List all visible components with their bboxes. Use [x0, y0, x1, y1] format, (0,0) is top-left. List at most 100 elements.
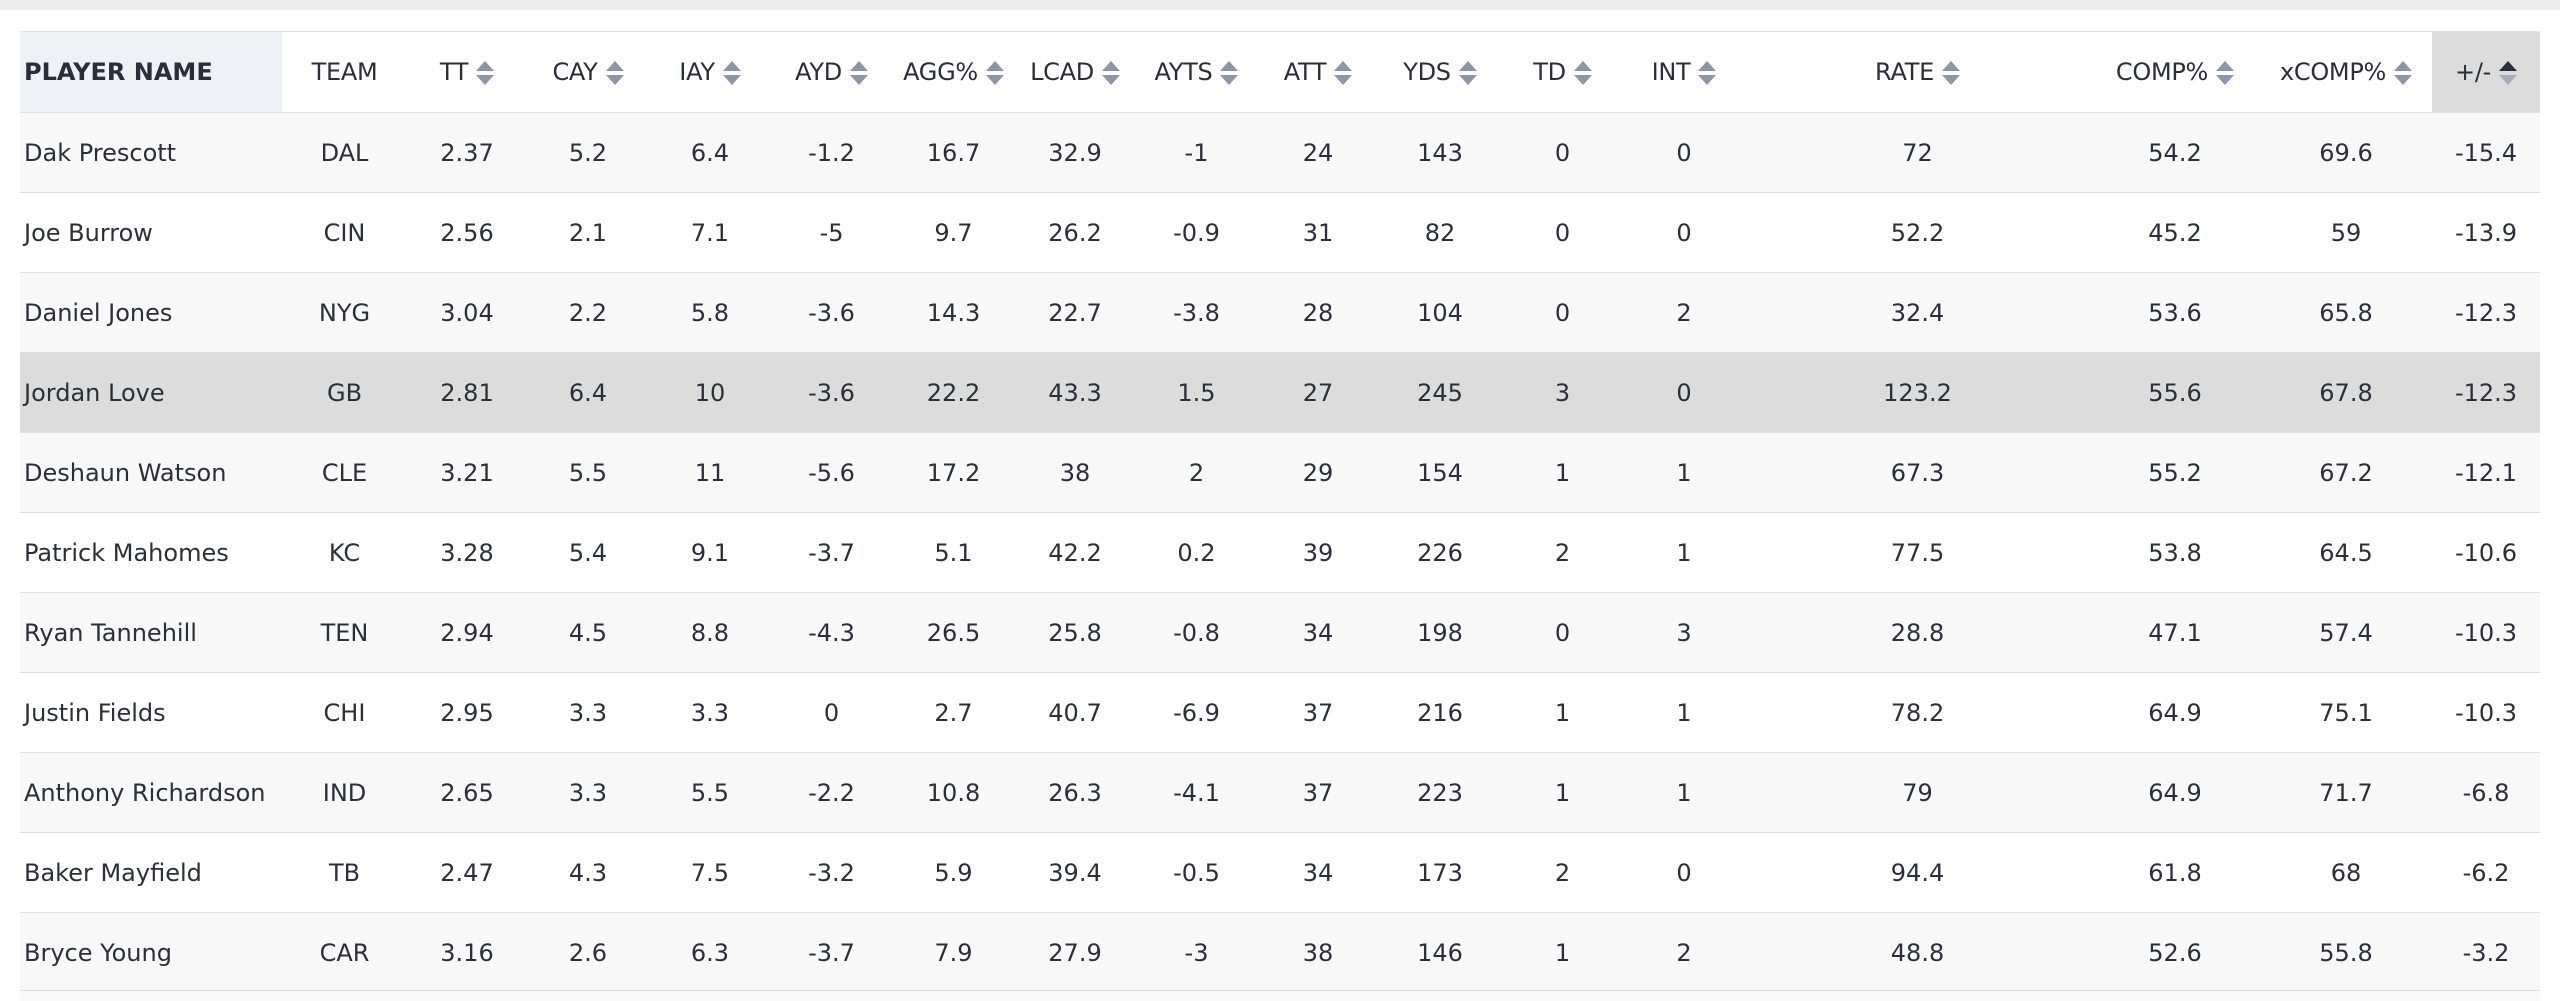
- cell-yds: 198: [1378, 592, 1502, 673]
- sort-ascending-arrow-icon: [1101, 61, 1120, 71]
- top-bar: [0, 0, 2560, 10]
- column-header-agg-pct[interactable]: AGG%: [892, 31, 1015, 113]
- cell-team: CIN: [282, 192, 407, 273]
- column-header-td[interactable]: TD: [1502, 31, 1623, 113]
- sort-icon[interactable]: [1698, 61, 1717, 85]
- cell-comp-pct: 53.6: [2090, 272, 2260, 353]
- cell-td: 2: [1502, 512, 1623, 593]
- cell-yds: 154: [1378, 432, 1502, 513]
- sort-icon[interactable]: [2216, 61, 2235, 85]
- table-row[interactable]: Jordan Love GB 2.81 6.4 10 -3.6 22.2 43.3 1.5 27 2…: [20, 352, 2540, 433]
- cell-tt: 2.47: [407, 832, 527, 913]
- table-row[interactable]: Daniel Jones NYG 3.04 2.2 5.8 -3.6 14.3 22.7 -3.…: [20, 272, 2540, 353]
- column-label: AGG%: [903, 58, 978, 86]
- cell-td: 0: [1502, 192, 1623, 273]
- table-row[interactable]: Bryce Young CAR 3.16 2.6 6.3 -3.7 7.9 27.9 -3 38 1…: [20, 912, 2540, 992]
- column-header-comp-pct[interactable]: COMP%: [2090, 31, 2260, 113]
- cell-rate: 67.3: [1745, 432, 2090, 513]
- sort-icon[interactable]: [1101, 61, 1120, 85]
- cell-int: 1: [1623, 432, 1745, 513]
- cell-att: 37: [1258, 672, 1378, 753]
- table-row[interactable]: Deshaun Watson CLE 3.21 5.5 11 -5.6 17.2 38 2 29 1…: [20, 432, 2540, 513]
- sort-descending-arrow-icon: [605, 75, 624, 85]
- sort-icon[interactable]: [2394, 61, 2413, 85]
- column-header-tt[interactable]: TT: [407, 31, 527, 113]
- stats-table-container: PLAYER NAME TEAM TT CAY IAY AYD AGG% LCAD AYTS AT…: [20, 31, 2540, 992]
- table-row[interactable]: Patrick Mahomes KC 3.28 5.4 9.1 -3.7 5.1 42.2 0.…: [20, 512, 2540, 593]
- cell-rate: 52.2: [1745, 192, 2090, 273]
- cell-comp-pct: 64.9: [2090, 752, 2260, 833]
- cell-tt: 2.95: [407, 672, 527, 753]
- sort-icon[interactable]: [1334, 61, 1353, 85]
- cell-lcad: 26.3: [1015, 752, 1135, 833]
- cell-yds: 226: [1378, 512, 1502, 593]
- cell-team: TEN: [282, 592, 407, 673]
- cell-comp-pct: 64.9: [2090, 672, 2260, 753]
- table-row[interactable]: Anthony Richardson IND 2.65 3.3 5.5 -2.2 10.8 2…: [20, 752, 2540, 833]
- column-header-int[interactable]: INT: [1623, 31, 1745, 113]
- sort-descending-arrow-icon: [1458, 75, 1477, 85]
- sort-icon[interactable]: [985, 61, 1004, 85]
- column-header-att[interactable]: ATT: [1258, 31, 1378, 113]
- sort-icon[interactable]: [849, 61, 868, 85]
- table-row[interactable]: Justin Fields CHI 2.95 3.3 3.3 0 2.7 40.7 -6.9 37…: [20, 672, 2540, 753]
- player-name-cell: Deshaun Watson: [20, 432, 282, 513]
- cell-ayts: -4.1: [1135, 752, 1258, 833]
- sort-icon[interactable]: [1941, 61, 1960, 85]
- cell-lcad: 22.7: [1015, 272, 1135, 353]
- sort-icon[interactable]: [605, 61, 624, 85]
- cell-agg-pct: 5.1: [892, 512, 1015, 593]
- column-header-rate[interactable]: RATE: [1745, 31, 2090, 113]
- cell-ayd: -1.2: [771, 112, 892, 193]
- column-header-ayts[interactable]: AYTS: [1135, 31, 1258, 113]
- cell-int: 1: [1623, 512, 1745, 593]
- cell-rate: 94.4: [1745, 832, 2090, 913]
- cell-yds: 143: [1378, 112, 1502, 193]
- column-label: IAY: [679, 58, 715, 86]
- cell-xcomp-pct: 55.8: [2260, 912, 2432, 992]
- cell-ayts: -1: [1135, 112, 1258, 193]
- sort-icon[interactable]: [722, 61, 741, 85]
- sort-descending-arrow-icon: [722, 75, 741, 85]
- column-header-cay[interactable]: CAY: [527, 31, 649, 113]
- cell-agg-pct: 26.5: [892, 592, 1015, 673]
- cell-ayts: -0.5: [1135, 832, 1258, 913]
- column-header-ayd[interactable]: AYD: [771, 31, 892, 113]
- cell-xcomp-pct: 75.1: [2260, 672, 2432, 753]
- column-label: TEAM: [311, 58, 378, 86]
- cell-agg-pct: 5.9: [892, 832, 1015, 913]
- cell-agg-pct: 10.8: [892, 752, 1015, 833]
- sort-icon[interactable]: [476, 61, 495, 85]
- cell-plus-minus: -12.3: [2432, 272, 2540, 353]
- cell-agg-pct: 14.3: [892, 272, 1015, 353]
- cell-xcomp-pct: 67.2: [2260, 432, 2432, 513]
- table-row[interactable]: Joe Burrow CIN 2.56 2.1 7.1 -5 9.7 26.2 -0.9 31 82…: [20, 192, 2540, 273]
- table-row[interactable]: Dak Prescott DAL 2.37 5.2 6.4 -1.2 16.7 32.9 -1 2…: [20, 112, 2540, 193]
- sort-descending-arrow-icon: [1220, 75, 1239, 85]
- cell-att: 27: [1258, 352, 1378, 433]
- cell-int: 0: [1623, 192, 1745, 273]
- column-header-xcomp-pct[interactable]: xCOMP%: [2260, 31, 2432, 113]
- sort-ascending-arrow-icon: [2216, 61, 2235, 71]
- column-header-lcad[interactable]: LCAD: [1015, 31, 1135, 113]
- cell-comp-pct: 55.2: [2090, 432, 2260, 513]
- column-header-yds[interactable]: YDS: [1378, 31, 1502, 113]
- sort-descending-arrow-icon: [849, 75, 868, 85]
- sort-icon[interactable]: [1220, 61, 1239, 85]
- column-header-plus-minus[interactable]: +/-: [2432, 31, 2540, 113]
- column-header-iay[interactable]: IAY: [649, 31, 771, 113]
- cell-iay: 5.8: [649, 272, 771, 353]
- sort-icon[interactable]: [1573, 61, 1592, 85]
- table-row[interactable]: Baker Mayfield TB 2.47 4.3 7.5 -3.2 5.9 39.4 -0.…: [20, 832, 2540, 913]
- cell-rate: 32.4: [1745, 272, 2090, 353]
- cell-int: 2: [1623, 272, 1745, 353]
- cell-lcad: 26.2: [1015, 192, 1135, 273]
- cell-cay: 3.3: [527, 752, 649, 833]
- sort-icon[interactable]: [2498, 61, 2517, 85]
- cell-agg-pct: 16.7: [892, 112, 1015, 193]
- cell-iay: 9.1: [649, 512, 771, 593]
- sort-icon[interactable]: [1458, 61, 1477, 85]
- table-row[interactable]: Ryan Tannehill TEN 2.94 4.5 8.8 -4.3 26.5 25.8-…: [20, 592, 2540, 673]
- cell-team: NYG: [282, 272, 407, 353]
- cell-team: CLE: [282, 432, 407, 513]
